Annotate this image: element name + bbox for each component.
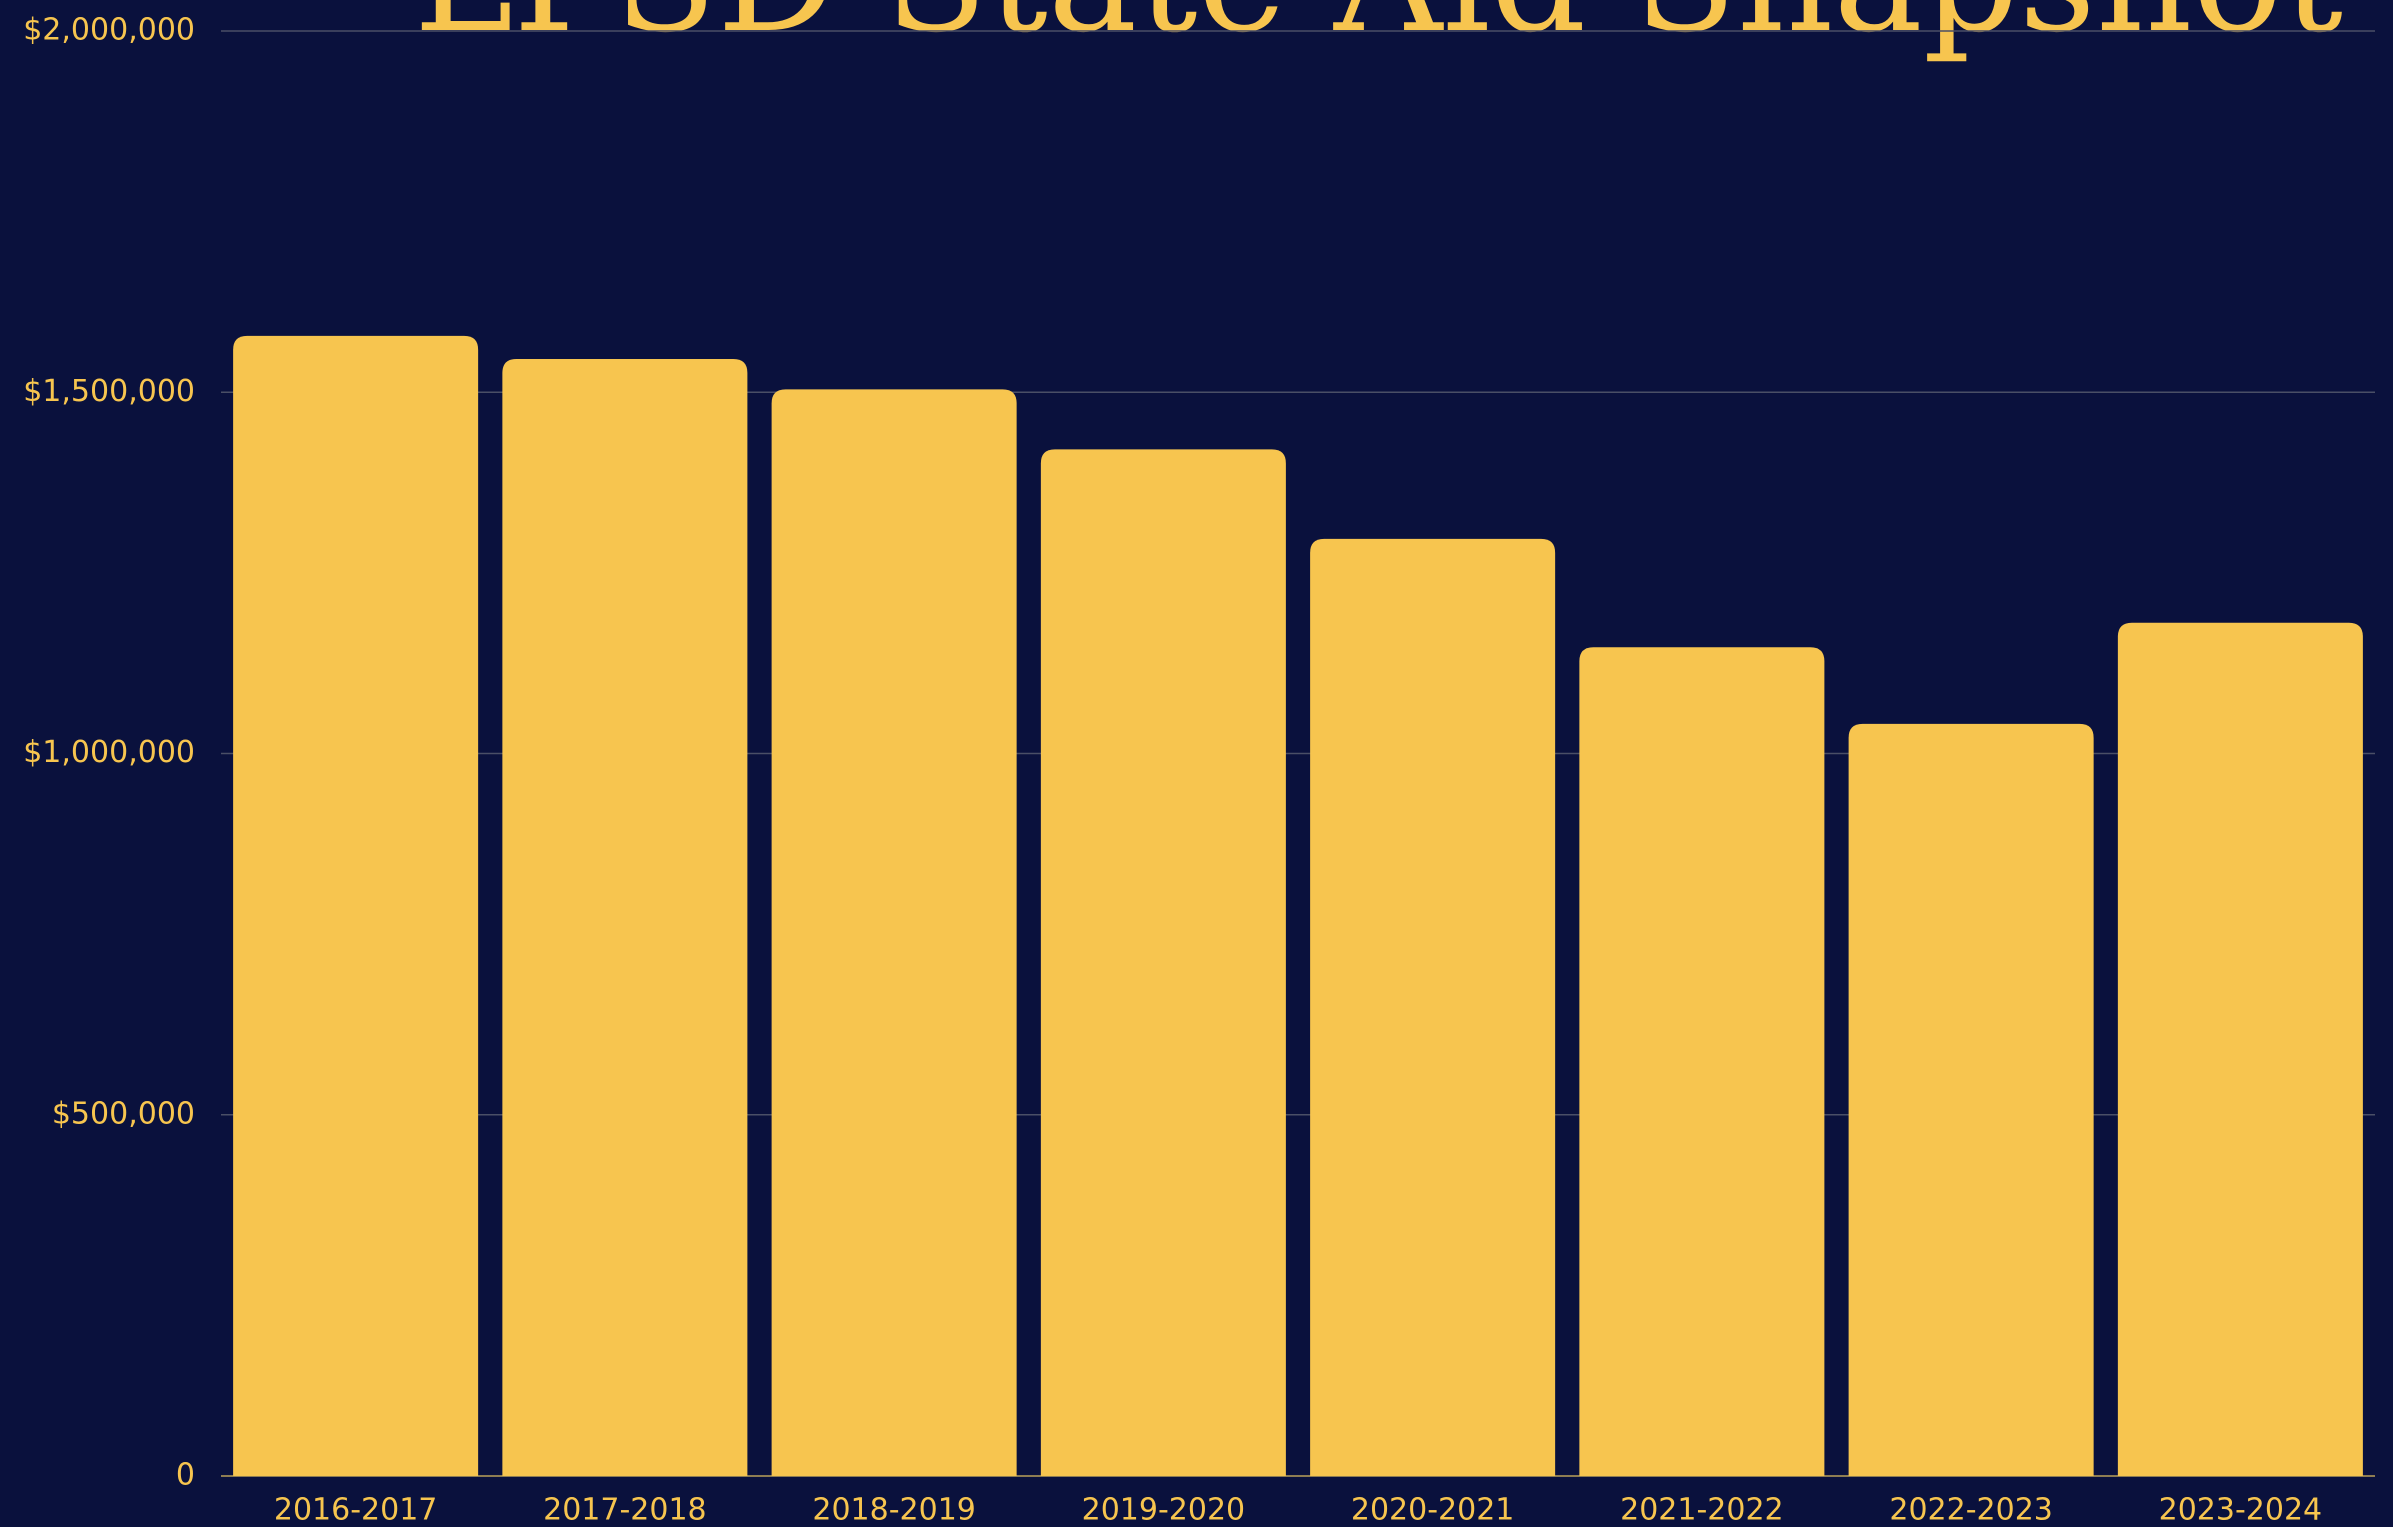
bar	[1848, 723, 2094, 1476]
x-tick-label: 2017-2018	[543, 1493, 707, 1527]
x-tick-label: 2020-2021	[1351, 1493, 1515, 1527]
x-tick-label: 2021-2022	[1620, 1493, 1784, 1527]
x-tick-label: 2016-2017	[274, 1493, 438, 1527]
x-tick-label: 2019-2020	[1082, 1493, 1246, 1527]
y-tick-label: $2,000,000	[23, 13, 195, 48]
x-tick-label: 2023-2024	[2159, 1493, 2323, 1527]
bar	[1310, 538, 1556, 1476]
bar	[233, 335, 479, 1476]
y-tick-label: $1,000,000	[23, 735, 195, 770]
y-tick-label: 0	[176, 1458, 195, 1493]
bar	[502, 359, 748, 1476]
bar	[2117, 622, 2363, 1476]
x-tick-label: 2022-2023	[1889, 1493, 2053, 1527]
bar	[771, 389, 1017, 1476]
y-tick-label: $1,500,000	[23, 374, 195, 409]
bar	[1040, 449, 1286, 1476]
x-tick-label: 2018-2019	[812, 1493, 976, 1527]
bar	[1579, 647, 1825, 1476]
chart-title: LPSD State Aid Snapshot	[414, 0, 2343, 66]
y-tick-label: $500,000	[52, 1096, 195, 1131]
